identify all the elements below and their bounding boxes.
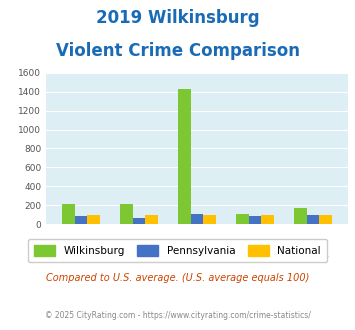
Bar — [87, 215, 100, 224]
Text: Rape: Rape — [245, 241, 265, 250]
Text: Violent Crime Comparison: Violent Crime Comparison — [55, 42, 300, 60]
Text: Aggravated Assault: Aggravated Assault — [101, 241, 177, 250]
Bar — [62, 205, 75, 224]
Text: All Violent Crime: All Violent Crime — [49, 254, 113, 263]
Bar — [236, 214, 248, 224]
Text: Compared to U.S. average. (U.S. average equals 100): Compared to U.S. average. (U.S. average … — [46, 273, 309, 283]
Bar — [320, 215, 332, 224]
Text: 2019 Wilkinsburg: 2019 Wilkinsburg — [96, 9, 259, 27]
Bar — [133, 218, 146, 224]
Text: Murder & Mans...: Murder & Mans... — [164, 254, 230, 263]
Legend: Wilkinsburg, Pennsylvania, National: Wilkinsburg, Pennsylvania, National — [28, 239, 327, 262]
Bar — [178, 89, 191, 224]
Bar — [120, 205, 133, 224]
Bar — [261, 215, 274, 224]
Bar — [146, 215, 158, 224]
Bar — [307, 215, 320, 224]
Bar — [294, 208, 307, 224]
Text: Robbery: Robbery — [297, 254, 329, 263]
Bar — [191, 214, 203, 224]
Text: © 2025 CityRating.com - https://www.cityrating.com/crime-statistics/: © 2025 CityRating.com - https://www.city… — [45, 311, 310, 320]
Bar — [203, 215, 216, 224]
Bar — [75, 216, 87, 224]
Bar — [248, 216, 261, 224]
